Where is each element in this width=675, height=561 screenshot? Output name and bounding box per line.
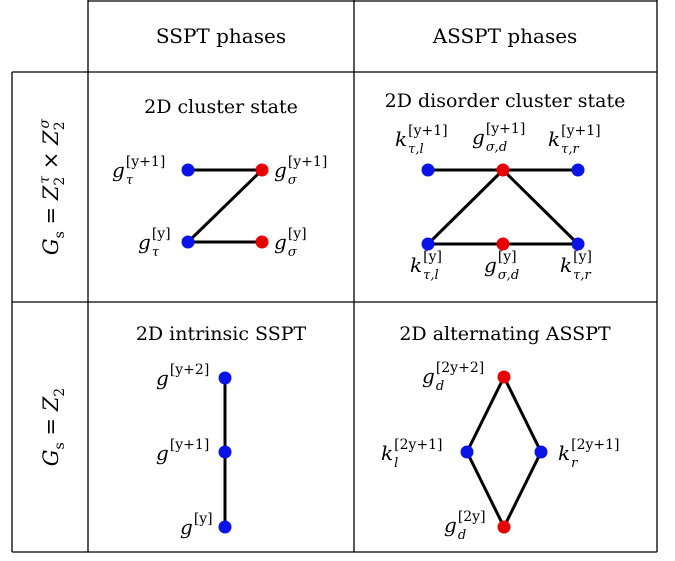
node-blue: [421, 237, 435, 251]
row-label-z2xz2: Gs = Z2τ × Z2σ: [37, 118, 68, 255]
graph-edge: [502, 376, 543, 453]
node-blue: [218, 371, 232, 385]
panel-title-cluster: 2D cluster state: [144, 96, 298, 118]
node-label: g[y+1] σ: [274, 154, 327, 188]
node-blue: [181, 163, 195, 177]
node-blue: [218, 445, 232, 459]
panel-title-intrinsic-sspt: 2D intrinsic SSPT: [136, 323, 307, 345]
alternating-assp-edges: [465, 376, 543, 528]
node-label: g[y+1] σ,d: [472, 121, 525, 155]
node-blue: [571, 237, 585, 251]
node-label: k[y] τ,l: [410, 249, 442, 283]
node-red: [497, 520, 511, 534]
node-blue: [571, 163, 585, 177]
column-header-sspt: SSPT phases: [156, 24, 286, 48]
node-label: g[y] σ: [274, 226, 307, 260]
row-label-z2: Gs = Z2: [39, 388, 68, 466]
graph-edge: [186, 168, 264, 244]
column-header-assp: ASSPT phases: [432, 24, 578, 48]
panel-title-alternating-assp: 2D alternating ASSPT: [399, 323, 611, 345]
graph-edge: [501, 168, 580, 246]
node-red: [496, 163, 510, 177]
node-blue: [218, 520, 232, 534]
node-label: g[2y] d: [444, 509, 486, 543]
table-grid: [11, 0, 658, 553]
node-red: [496, 237, 510, 251]
node-label: g[2y+2] d: [422, 360, 484, 394]
node-label: g[y+1]: [156, 437, 209, 465]
graph-edge: [465, 376, 506, 453]
node-blue: [181, 235, 195, 249]
disorder-cluster-edges: [426, 168, 580, 246]
node-blue: [534, 445, 548, 459]
node-label: g[y]: [180, 511, 213, 539]
node-red: [255, 235, 269, 249]
node-label: g[y] τ: [138, 226, 171, 260]
node-label: k[y+1] τ,r: [548, 123, 601, 157]
node-red: [497, 370, 511, 384]
node-blue: [460, 445, 474, 459]
graph-edge: [465, 451, 506, 528]
node-blue: [421, 163, 435, 177]
node-label: g[y] σ,d: [484, 249, 519, 283]
node-label: k[y+1] τ,l: [395, 123, 448, 157]
node-label: g[y+2]: [156, 362, 209, 390]
panel-title-disorder-cluster: 2D disorder cluster state: [385, 90, 626, 112]
node-label: g[y+1] τ: [112, 154, 165, 188]
graph-edge: [502, 451, 543, 528]
node-label: k[y] τ,r: [560, 249, 592, 283]
node-label: k[2y+1] l: [381, 437, 443, 471]
cluster-edges: [186, 168, 264, 244]
node-label: k[2y+1] r: [558, 437, 620, 471]
node-red: [255, 163, 269, 177]
graph-edge: [426, 168, 505, 246]
